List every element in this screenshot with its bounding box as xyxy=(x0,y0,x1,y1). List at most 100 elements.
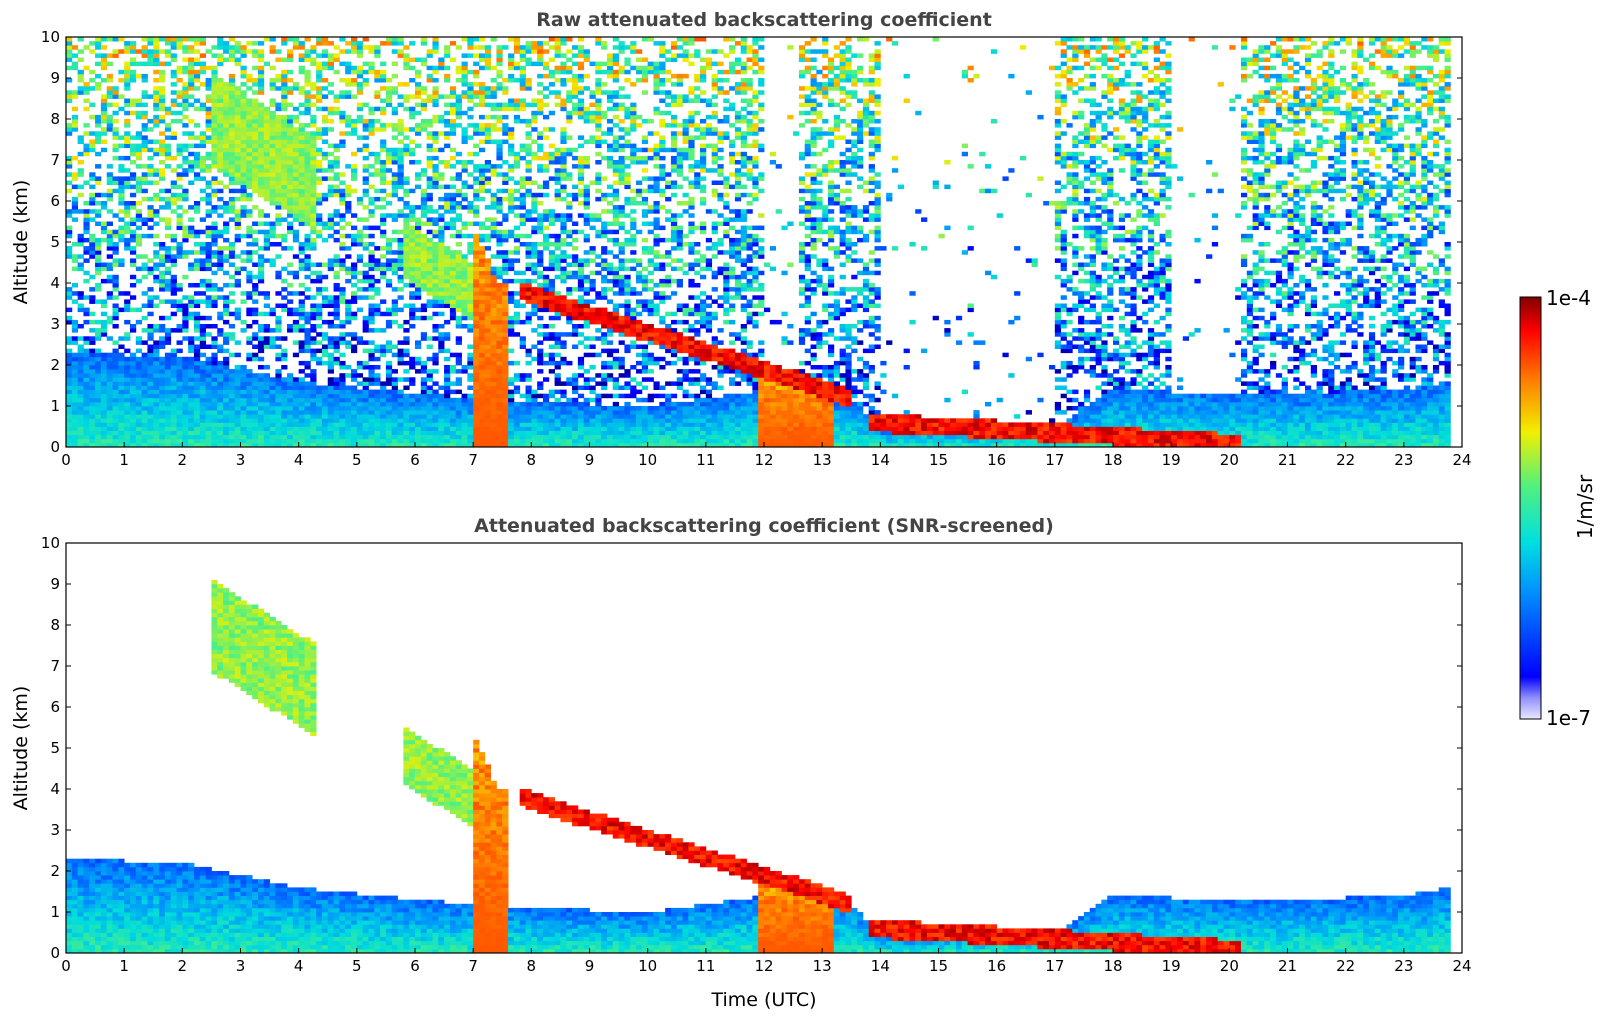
heatmap-cell xyxy=(95,209,102,214)
heatmap-cell xyxy=(95,258,102,263)
heatmap-cell xyxy=(205,168,212,173)
heatmap-cell xyxy=(444,225,451,231)
heatmap-cell xyxy=(298,283,305,288)
heatmap-cell xyxy=(176,389,183,395)
heatmap-cell xyxy=(339,213,346,218)
heatmap-cell xyxy=(444,143,451,149)
heatmap-cell xyxy=(275,114,282,120)
heatmap-cell xyxy=(513,114,521,120)
heatmap-cell xyxy=(339,266,346,272)
heatmap-cell xyxy=(339,434,346,440)
heatmap-cell xyxy=(484,57,492,62)
heatmap-cell xyxy=(217,258,224,263)
heatmap-cell xyxy=(310,336,317,341)
heatmap-cell xyxy=(211,356,218,362)
heatmap-cell xyxy=(164,332,172,337)
heatmap-cell xyxy=(345,49,352,54)
heatmap-cell xyxy=(327,110,334,116)
heatmap-cell xyxy=(106,397,113,403)
heatmap-cell xyxy=(217,139,224,144)
heatmap-cell xyxy=(327,418,334,423)
heatmap-cell xyxy=(467,172,474,177)
heatmap-cell xyxy=(135,184,143,190)
heatmap-cell xyxy=(77,430,84,436)
heatmap-cell xyxy=(380,41,387,46)
heatmap-cell xyxy=(484,311,492,317)
heatmap-cell xyxy=(397,119,404,124)
heatmap-cell xyxy=(490,299,497,304)
heatmap-cell xyxy=(263,110,270,116)
heatmap-cell xyxy=(89,389,96,395)
heatmap-cell xyxy=(310,114,317,120)
heatmap-cell xyxy=(513,106,521,112)
heatmap-cell xyxy=(170,278,177,284)
heatmap-cell xyxy=(426,246,433,251)
heatmap-cell xyxy=(281,139,288,144)
heatmap-cell xyxy=(310,356,317,362)
heatmap-cell xyxy=(432,434,439,440)
heatmap-cell xyxy=(432,176,439,181)
heatmap-cell xyxy=(205,401,212,407)
heatmap-cell xyxy=(484,102,492,108)
heatmap-cell xyxy=(153,389,160,395)
heatmap-cell xyxy=(153,209,160,214)
heatmap-cell xyxy=(281,86,288,91)
heatmap-cell xyxy=(374,155,381,161)
heatmap-cell xyxy=(193,430,201,436)
heatmap-cell xyxy=(339,373,346,378)
heatmap-cell xyxy=(252,102,259,108)
heatmap-cell xyxy=(502,377,509,382)
heatmap-cell xyxy=(164,414,172,419)
heatmap-cell xyxy=(205,258,212,263)
heatmap-cell xyxy=(304,389,311,395)
heatmap-cell xyxy=(281,184,288,190)
heatmap-cell xyxy=(362,164,369,169)
heatmap-cell xyxy=(193,176,201,181)
heatmap-cell xyxy=(525,213,532,218)
heatmap-cell xyxy=(432,168,439,173)
heatmap-cell xyxy=(316,213,323,218)
heatmap-cell xyxy=(380,393,387,399)
heatmap-cell xyxy=(176,418,183,423)
heatmap-cell xyxy=(496,303,503,308)
heatmap-cell xyxy=(199,65,206,71)
heatmap-cell xyxy=(321,295,329,300)
heatmap-cell xyxy=(147,393,154,399)
heatmap-cell xyxy=(252,393,259,399)
heatmap-cell xyxy=(444,283,451,288)
heatmap-cell xyxy=(240,131,247,136)
heatmap-cell xyxy=(234,266,241,272)
heatmap-cell xyxy=(176,254,183,259)
heatmap-cell xyxy=(287,119,294,124)
heatmap-cell xyxy=(420,365,428,370)
heatmap-cell xyxy=(252,274,259,280)
heatmap-cell xyxy=(478,299,486,304)
heatmap-cell xyxy=(449,270,457,276)
heatmap-cell xyxy=(316,41,323,46)
heatmap-cell xyxy=(112,430,119,436)
heatmap-cell xyxy=(170,131,177,136)
heatmap-cell xyxy=(217,86,224,91)
heatmap-cell xyxy=(368,406,375,411)
heatmap-cell xyxy=(240,69,247,75)
heatmap-cell xyxy=(228,102,236,108)
heatmap-cell xyxy=(519,143,526,149)
heatmap-cell xyxy=(257,274,265,280)
heatmap-cell xyxy=(252,180,259,185)
heatmap-cell xyxy=(473,397,480,403)
heatmap-cell xyxy=(351,127,358,132)
heatmap-cell xyxy=(100,45,108,50)
heatmap-cell xyxy=(135,434,143,440)
heatmap-cell xyxy=(368,225,375,231)
heatmap-cell xyxy=(77,303,84,308)
heatmap-cell xyxy=(478,356,486,362)
heatmap-cell xyxy=(223,410,230,415)
heatmap-cell xyxy=(223,270,230,276)
heatmap-cell xyxy=(473,53,480,58)
heatmap-cell xyxy=(257,262,265,267)
heatmap-cell xyxy=(95,418,102,423)
heatmap-cell xyxy=(170,299,177,304)
heatmap-cell xyxy=(490,319,497,325)
heatmap-cell xyxy=(298,168,305,173)
heatmap-cell xyxy=(467,401,474,407)
